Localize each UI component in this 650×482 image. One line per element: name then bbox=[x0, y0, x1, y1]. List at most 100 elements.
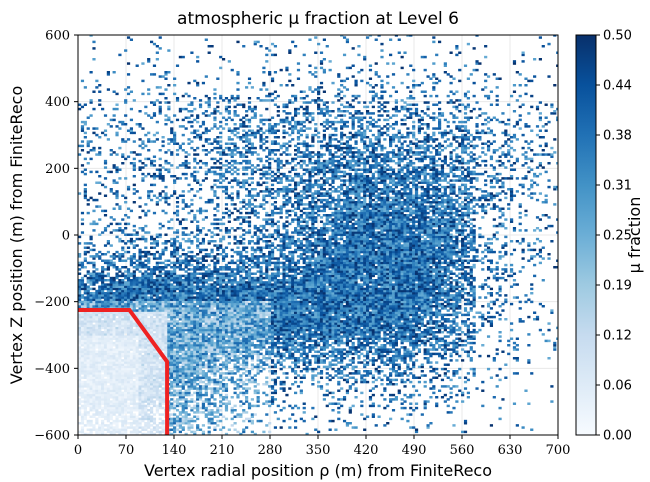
heatmap-cell bbox=[141, 393, 145, 397]
heatmap-cell bbox=[98, 398, 102, 401]
heatmap-cell bbox=[239, 363, 243, 366]
heatmap-cell bbox=[207, 268, 211, 271]
heatmap-cell bbox=[103, 359, 108, 362]
heatmap-cell bbox=[101, 430, 105, 434]
heatmap-cell bbox=[213, 313, 217, 317]
heatmap-cell bbox=[115, 352, 119, 356]
heatmap-cell bbox=[233, 307, 237, 310]
heatmap-cell bbox=[115, 406, 119, 410]
heatmap-cell bbox=[129, 292, 134, 295]
heatmap-cell bbox=[196, 313, 200, 317]
heatmap-cell bbox=[106, 73, 110, 76]
heatmap-cell bbox=[147, 300, 151, 304]
heatmap-cell bbox=[95, 350, 99, 353]
heatmap-cell bbox=[224, 404, 229, 408]
heatmap-cell bbox=[193, 415, 197, 418]
heatmap-cell bbox=[83, 326, 87, 330]
heatmap-cell bbox=[207, 287, 211, 291]
heatmap-cell bbox=[178, 298, 182, 301]
heatmap-cell bbox=[178, 283, 182, 286]
heatmap-cell bbox=[95, 411, 99, 414]
heatmap-cell bbox=[190, 250, 194, 254]
heatmap-cell bbox=[164, 168, 168, 171]
heatmap-cell bbox=[158, 313, 162, 317]
heatmap-cell bbox=[158, 270, 162, 273]
heatmap-cell bbox=[193, 383, 197, 386]
heatmap-cell bbox=[161, 75, 165, 78]
heatmap-cell bbox=[98, 376, 102, 379]
heatmap-cell bbox=[170, 151, 174, 154]
heatmap-cell bbox=[132, 396, 136, 399]
heatmap-cell bbox=[233, 133, 237, 137]
heatmap-cell bbox=[126, 294, 131, 297]
heatmap-cell bbox=[201, 393, 206, 397]
heatmap-cell bbox=[132, 335, 136, 338]
heatmap-cell bbox=[158, 374, 162, 377]
heatmap-cell bbox=[184, 298, 188, 301]
heatmap-cell bbox=[112, 419, 116, 423]
heatmap-cell bbox=[161, 298, 165, 301]
heatmap-cell bbox=[158, 227, 162, 230]
heatmap-cell bbox=[103, 350, 108, 353]
heatmap-cell bbox=[198, 138, 203, 141]
heatmap-cell bbox=[78, 422, 82, 425]
heatmap-cell bbox=[167, 84, 171, 87]
heatmap-cell bbox=[95, 328, 99, 332]
heatmap-cell bbox=[80, 367, 85, 371]
heatmap-cell bbox=[132, 255, 136, 258]
heatmap-cell bbox=[201, 315, 206, 319]
heatmap-cell bbox=[178, 333, 182, 336]
heatmap-cell bbox=[175, 315, 180, 319]
heatmap-cell bbox=[124, 285, 128, 288]
heatmap-cell bbox=[126, 326, 131, 330]
heatmap-cell bbox=[175, 344, 180, 347]
heatmap-cell bbox=[213, 426, 217, 429]
heatmap-cell bbox=[236, 97, 240, 100]
heatmap-cell bbox=[138, 391, 142, 395]
heatmap-cell bbox=[216, 276, 220, 280]
heatmap-cell bbox=[219, 331, 223, 334]
heatmap-cell bbox=[155, 175, 159, 178]
heatmap-cell bbox=[95, 268, 99, 271]
heatmap-cell bbox=[175, 259, 180, 262]
heatmap-cell bbox=[83, 285, 87, 288]
heatmap-cell bbox=[161, 396, 165, 399]
heatmap-cell bbox=[83, 253, 87, 256]
heatmap-cell bbox=[95, 153, 99, 156]
heatmap-cell bbox=[170, 296, 174, 299]
heatmap-cell bbox=[155, 168, 159, 171]
heatmap-cell bbox=[224, 227, 229, 230]
heatmap-cell bbox=[152, 292, 157, 295]
heatmap-cell bbox=[112, 151, 116, 154]
heatmap-cell bbox=[147, 393, 151, 397]
heatmap-cell bbox=[219, 151, 223, 154]
heatmap-cell bbox=[150, 270, 154, 273]
heatmap-cell bbox=[152, 322, 157, 325]
heatmap-cell bbox=[167, 346, 171, 349]
heatmap-cell bbox=[187, 276, 191, 280]
heatmap-cell bbox=[141, 296, 145, 299]
heatmap-cell bbox=[224, 266, 229, 269]
heatmap-cell bbox=[227, 129, 231, 132]
heatmap-cell bbox=[190, 387, 194, 390]
heatmap-cell bbox=[118, 404, 122, 408]
heatmap-cell bbox=[86, 302, 90, 306]
heatmap-cell bbox=[118, 127, 122, 130]
heatmap-cell bbox=[78, 107, 82, 111]
heatmap-cell bbox=[158, 112, 162, 115]
heatmap-cell bbox=[101, 266, 105, 269]
heatmap-cell bbox=[101, 428, 105, 431]
heatmap-cell bbox=[178, 313, 182, 317]
heatmap-cell bbox=[219, 266, 223, 269]
heatmap-cell bbox=[158, 305, 162, 308]
heatmap-cell bbox=[216, 274, 220, 278]
heatmap-cell bbox=[147, 309, 151, 312]
heatmap-cell bbox=[155, 372, 159, 375]
heatmap-cell bbox=[147, 380, 151, 384]
heatmap-cell bbox=[201, 328, 206, 332]
heatmap-cell bbox=[213, 359, 217, 362]
heatmap-cell bbox=[239, 283, 243, 286]
heatmap-cell bbox=[167, 313, 171, 317]
heatmap-cell bbox=[222, 292, 226, 295]
heatmap-cell bbox=[196, 365, 200, 369]
